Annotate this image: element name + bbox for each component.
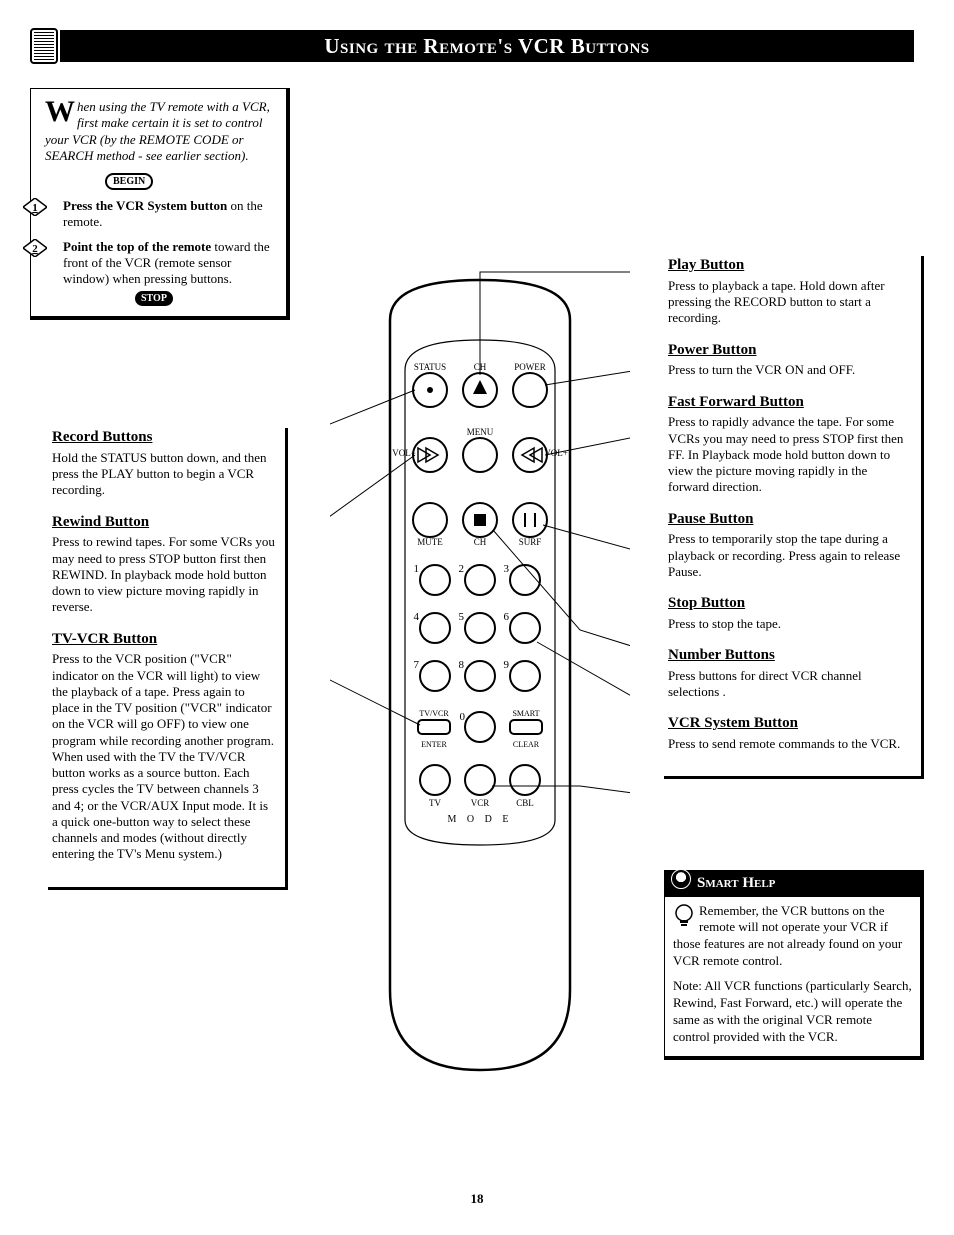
svg-text:4: 4 <box>414 611 420 623</box>
intro-box: When using the TV remote with a VCR, fir… <box>30 88 290 320</box>
svg-text:M O D E: M O D E <box>448 814 513 825</box>
svg-text:ENTER: ENTER <box>421 740 447 749</box>
section-pause-body: Press to temporarily stop the tape durin… <box>668 531 911 580</box>
section-ff: Fast Forward Button Press to rapidly adv… <box>668 393 911 496</box>
section-play-body: Press to playback a tape. Hold down afte… <box>668 278 911 327</box>
section-play: Play Button Press to playback a tape. Ho… <box>668 256 911 327</box>
section-pause-title: Pause Button <box>668 510 911 529</box>
step-1-bold: Press the VCR System button <box>63 198 227 213</box>
svg-text:TV/VCR: TV/VCR <box>419 709 449 718</box>
step-2-bold: Point the top of the remote <box>63 239 211 254</box>
begin-pill: BEGIN <box>105 173 153 190</box>
section-power-body: Press to turn the VCR ON and OFF. <box>668 362 911 378</box>
intro-lead-text: hen using the TV remote with a VCR, firs… <box>45 99 270 163</box>
svg-text:6: 6 <box>504 611 510 623</box>
svg-text:3: 3 <box>504 563 510 575</box>
left-column: Record Buttons Hold the STATUS button do… <box>48 428 288 890</box>
section-stop-body: Press to stop the tape. <box>668 616 911 632</box>
section-rewind: Rewind Button Press to rewind tapes. For… <box>52 513 275 616</box>
section-ff-body: Press to rapidly advance the tape. For s… <box>668 414 911 495</box>
section-record-title: Record Buttons <box>52 428 275 447</box>
remote-diagram: STATUS CH POWER VOL− MENU VOL+ MUTE CH S… <box>330 270 630 1090</box>
section-ff-title: Fast Forward Button <box>668 393 911 412</box>
step-1: 1 Press the VCR System button on the rem… <box>45 198 276 231</box>
smart-help-header: Smart Help <box>665 871 920 897</box>
svg-text:VCR: VCR <box>471 798 490 808</box>
svg-text:CLEAR: CLEAR <box>513 740 540 749</box>
section-power: Power Button Press to turn the VCR ON an… <box>668 341 911 379</box>
smart-help-p1: Remember, the VCR buttons on the remote … <box>673 903 912 971</box>
section-record-body: Hold the STATUS button down, and then pr… <box>52 450 275 499</box>
smart-help-box: Smart Help Remember, the VCR buttons on … <box>664 870 924 1060</box>
section-tvvcr-body: Press to the VCR position ("VCR" indicat… <box>52 651 275 862</box>
svg-text:1: 1 <box>414 563 420 575</box>
section-rewind-body: Press to rewind tapes. For some VCRs you… <box>52 534 275 615</box>
svg-text:CBL: CBL <box>516 798 534 808</box>
section-record: Record Buttons Hold the STATUS button do… <box>52 428 275 499</box>
section-tvvcr-title: TV-VCR Button <box>52 630 275 649</box>
svg-text:TV: TV <box>429 798 441 808</box>
svg-text:2: 2 <box>32 243 38 255</box>
svg-text:9: 9 <box>504 659 510 671</box>
section-numbers-title: Number Buttons <box>668 646 911 665</box>
svg-text:MUTE: MUTE <box>417 537 443 547</box>
page-number: 18 <box>0 1191 954 1207</box>
section-vcrsys: VCR System Button Press to send remote c… <box>668 714 911 752</box>
section-stop-title: Stop Button <box>668 594 911 613</box>
svg-text:STATUS: STATUS <box>414 362 446 372</box>
manual-icon <box>30 28 58 64</box>
section-pause: Pause Button Press to temporarily stop t… <box>668 510 911 581</box>
step-2: 2 Point the top of the remote toward the… <box>45 239 276 288</box>
lightbulb-icon <box>673 903 695 931</box>
svg-text:7: 7 <box>414 659 420 671</box>
svg-text:SURF: SURF <box>519 537 542 547</box>
page-title: Using the Remote's VCR Buttons <box>60 30 914 62</box>
right-column: Play Button Press to playback a tape. Ho… <box>664 256 924 779</box>
section-stop: Stop Button Press to stop the tape. <box>668 594 911 632</box>
svg-text:5: 5 <box>459 611 465 623</box>
section-vcrsys-title: VCR System Button <box>668 714 911 733</box>
smart-help-p2: Note: All VCR functions (particularly Se… <box>673 978 912 1046</box>
svg-text:1: 1 <box>32 202 38 214</box>
section-vcrsys-body: Press to send remote commands to the VCR… <box>668 736 911 752</box>
section-play-title: Play Button <box>668 256 911 275</box>
stop-pill: STOP <box>135 291 173 306</box>
svg-text:0: 0 <box>460 711 466 723</box>
section-tvvcr: TV-VCR Button Press to the VCR position … <box>52 630 275 863</box>
step-1-marker: 1 <box>23 198 47 216</box>
section-numbers: Number Buttons Press buttons for direct … <box>668 646 911 700</box>
svg-text:CH: CH <box>474 537 487 547</box>
svg-text:POWER: POWER <box>514 362 546 372</box>
section-power-title: Power Button <box>668 341 911 360</box>
svg-text:2: 2 <box>459 563 465 575</box>
dropcap: W <box>45 99 77 125</box>
section-numbers-body: Press buttons for direct VCR channel sel… <box>668 668 911 701</box>
section-rewind-title: Rewind Button <box>52 513 275 532</box>
intro-lead: When using the TV remote with a VCR, fir… <box>45 99 276 164</box>
svg-text:MENU: MENU <box>467 427 494 437</box>
svg-text:SMART: SMART <box>512 709 539 718</box>
step-2-marker: 2 <box>23 239 47 257</box>
svg-text:8: 8 <box>459 659 465 671</box>
